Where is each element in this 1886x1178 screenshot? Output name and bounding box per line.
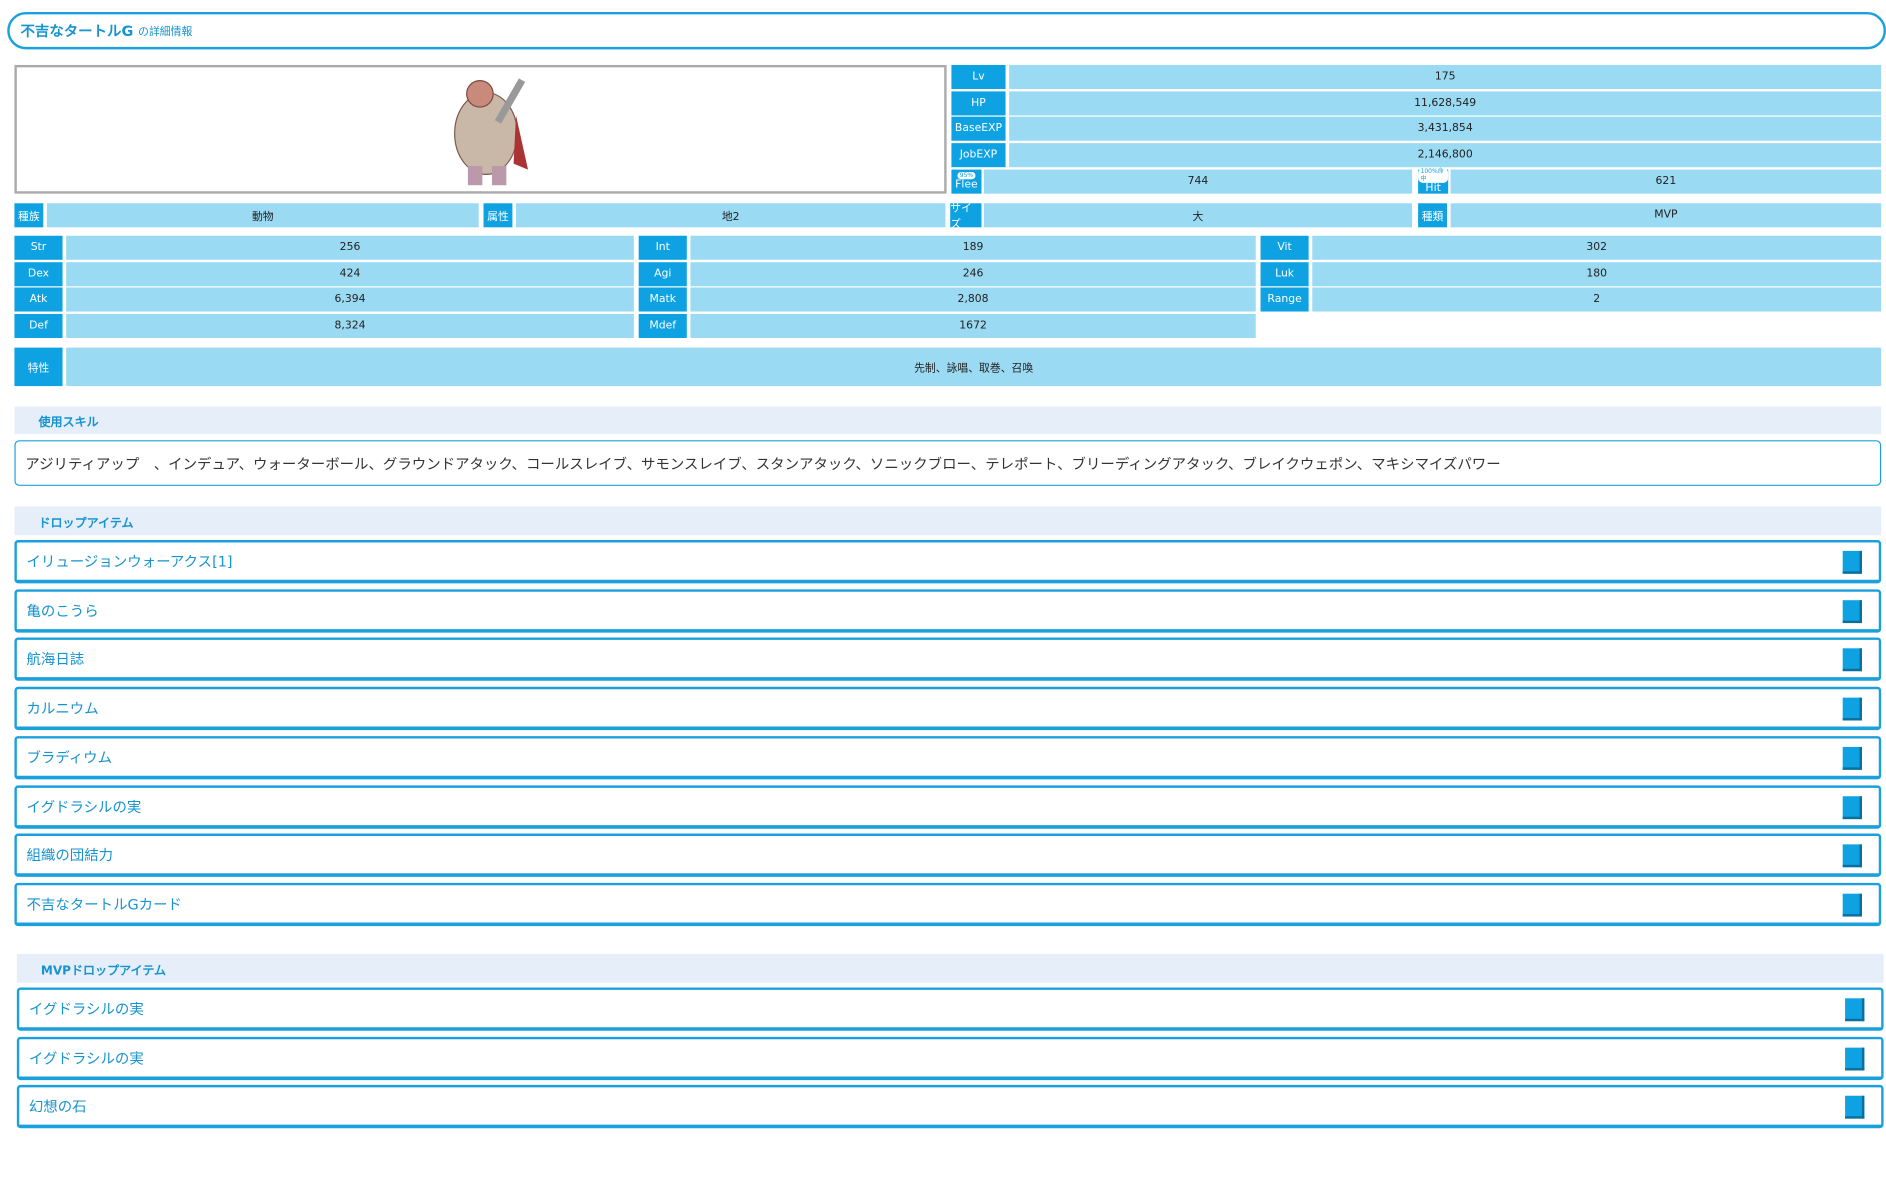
stat-value: 175 — [1009, 64, 1882, 90]
stat-label: Matk — [638, 287, 687, 312]
skill-list: アジリティアップ 、インデュア、ウォーターボール、グラウンドアタック、コールスレ… — [14, 440, 1882, 486]
info-label: 種族 — [14, 203, 44, 228]
badge: 100%命中 — [1418, 168, 1449, 183]
label-text: Hit — [1425, 182, 1441, 195]
item-name[interactable]: 不吉なタートルGカード — [26, 895, 182, 913]
badge: 95% — [957, 172, 976, 180]
stat-value: 744 — [983, 169, 1413, 194]
monster-image — [14, 64, 947, 194]
stat-label: Range — [1260, 287, 1309, 312]
stat-label: Str — [14, 235, 63, 260]
stat-label: Lv — [951, 64, 1006, 90]
stat-value: 1672 — [690, 314, 1256, 339]
book-icon — [1842, 697, 1862, 721]
item-name[interactable]: イグドラシルの実 — [28, 1000, 144, 1018]
stat-label: Vit — [1260, 235, 1309, 260]
info-value: MVP — [1450, 203, 1882, 228]
stat-value: 2 — [1312, 287, 1882, 312]
item-name[interactable]: イグドラシルの実 — [28, 1049, 144, 1067]
book-icon — [1845, 1047, 1865, 1071]
item-row[interactable]: イグドラシルの実 — [14, 784, 1882, 829]
trait-value: 先制、詠唱、取巻、召喚 — [66, 347, 1882, 387]
stat-value: 6,394 — [66, 287, 634, 312]
stat-value: 180 — [1312, 261, 1882, 286]
stat-label: HP — [951, 91, 1006, 116]
section-header: MVPドロップアイテム — [16, 953, 1884, 983]
monster-name: 不吉なタートルG — [20, 22, 134, 40]
stat-value: 3,431,854 — [1009, 117, 1882, 142]
stat-label: Agi — [638, 261, 687, 286]
stat-label: Def — [14, 314, 63, 339]
stat-label: JobEXP — [951, 143, 1006, 168]
book-icon — [1842, 648, 1862, 672]
info-label: 種類 — [1418, 203, 1447, 228]
item-row[interactable]: イグドラシルの実 — [16, 1036, 1884, 1080]
label-text: Flee — [955, 179, 978, 192]
item-row[interactable]: 不吉なタートルGカード — [14, 882, 1882, 927]
item-name[interactable]: カルニウム — [26, 700, 99, 717]
header: 不吉なタートルG の詳細情報 — [7, 12, 1886, 50]
trait-label: 特性 — [14, 347, 63, 387]
item-name[interactable]: 組織の団結力 — [26, 846, 114, 864]
book-icon — [1842, 893, 1862, 917]
item-row[interactable]: 幻想の石 — [16, 1085, 1884, 1129]
stat-value: 2,808 — [690, 287, 1256, 312]
stat-label: 95% Flee — [951, 169, 982, 194]
item-name[interactable]: 航海日誌 — [26, 651, 85, 669]
stat-label: BaseEXP — [951, 117, 1006, 142]
stat-label: Int — [638, 235, 687, 260]
info-value: 地2 — [516, 203, 946, 228]
book-icon — [1842, 844, 1862, 868]
stat-label: Luk — [1260, 261, 1309, 286]
stat-label: 100%命中 Hit — [1418, 168, 1449, 195]
stat-label: Mdef — [638, 314, 687, 339]
stat-label: Dex — [14, 261, 63, 286]
item-row[interactable]: ブラディウム — [14, 735, 1882, 780]
sprite — [454, 78, 529, 186]
header-suffix: の詳細情報 — [138, 26, 193, 39]
book-icon — [1842, 795, 1862, 819]
item-row[interactable]: 組織の団結力 — [14, 833, 1882, 878]
info-label: サイズ — [950, 203, 982, 231]
item-name[interactable]: 亀のこうら — [26, 602, 99, 620]
stat-value: 2,146,800 — [1009, 143, 1882, 168]
item-row[interactable]: 航海日誌 — [14, 637, 1882, 682]
book-icon — [1842, 550, 1862, 574]
stat-value: 256 — [66, 235, 634, 260]
book-icon — [1845, 1096, 1865, 1120]
book-icon — [1845, 998, 1865, 1022]
info-value: 大 — [983, 203, 1413, 228]
item-row[interactable]: 亀のこうら — [14, 588, 1882, 633]
item-row[interactable]: カルニウム — [14, 686, 1882, 731]
item-row[interactable]: イリュージョンウォーアクス[1] — [14, 540, 1882, 584]
item-name[interactable]: イリュージョンウォーアクス[1] — [26, 553, 233, 571]
stat-value: 621 — [1450, 169, 1882, 194]
item-name[interactable]: 幻想の石 — [28, 1098, 87, 1116]
stat-value: 11,628,549 — [1009, 91, 1882, 116]
stat-value: 246 — [690, 261, 1256, 286]
item-row[interactable]: イグドラシルの実 — [16, 987, 1884, 1031]
stat-value: 8,324 — [66, 314, 634, 339]
stat-value: 189 — [690, 235, 1256, 260]
stat-value: 302 — [1312, 235, 1882, 260]
book-icon — [1842, 599, 1862, 623]
section-header: ドロップアイテム — [14, 506, 1882, 536]
book-icon — [1842, 746, 1862, 770]
section-header: 使用スキル — [14, 406, 1882, 435]
info-label: 属性 — [483, 203, 513, 228]
stat-value: 424 — [66, 261, 634, 286]
item-name[interactable]: イグドラシルの実 — [26, 798, 142, 815]
info-value: 動物 — [46, 203, 479, 228]
item-name[interactable]: ブラディウム — [26, 749, 113, 766]
stat-label: Atk — [14, 287, 63, 312]
